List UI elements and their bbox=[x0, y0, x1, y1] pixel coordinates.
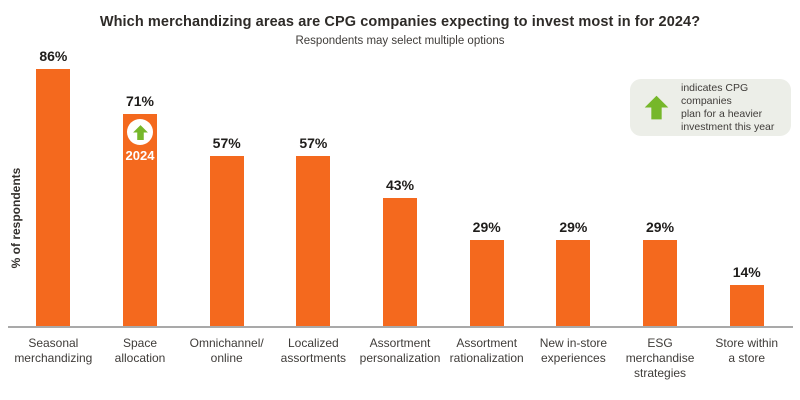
bar-value-label: 29% bbox=[646, 219, 675, 235]
up-arrow-icon bbox=[643, 94, 670, 121]
bar bbox=[729, 285, 764, 327]
bar-column: 29% bbox=[443, 219, 530, 327]
bar-column: 86% bbox=[10, 48, 97, 327]
category-label: Localized assortments bbox=[280, 336, 347, 365]
bar-value-label: 57% bbox=[299, 135, 328, 151]
bar bbox=[556, 240, 591, 327]
x-axis-line bbox=[8, 326, 793, 328]
category-label: Space allocation bbox=[114, 336, 166, 365]
bar-column: 57% bbox=[270, 135, 357, 327]
bar bbox=[469, 240, 504, 327]
bar bbox=[296, 156, 331, 327]
bar bbox=[36, 69, 71, 327]
legend-text: indicates CPG companies plan for a heavi… bbox=[681, 81, 775, 133]
bar: 2024 bbox=[123, 114, 157, 327]
bar-column: 29% bbox=[530, 219, 617, 327]
bar bbox=[383, 198, 418, 327]
bar-column: 14% bbox=[703, 264, 790, 327]
bar-value-label: 14% bbox=[732, 264, 761, 280]
category-label: Store within a store bbox=[715, 336, 779, 365]
category-label: Assortment rationalization bbox=[449, 336, 524, 365]
bar-value-label: 71% bbox=[125, 93, 155, 109]
chart-title: Which merchandizing areas are CPG compan… bbox=[99, 14, 701, 30]
bar bbox=[209, 156, 244, 327]
category-label: ESG merchandise strategies bbox=[625, 336, 695, 380]
bar-column: 71% 2024 bbox=[97, 93, 184, 327]
bar-chart: 86% 71% 2024 57% 57% 43% 29% 29% 29% 14% bbox=[10, 48, 790, 327]
up-arrow-icon bbox=[132, 124, 148, 140]
bar-column: 29% bbox=[617, 219, 704, 327]
bar-column: 57% bbox=[183, 135, 270, 327]
legend-box: indicates CPG companies plan for a heavi… bbox=[630, 79, 791, 136]
category-label: New in-store experiences bbox=[539, 336, 608, 365]
bar-value-label: 57% bbox=[212, 135, 241, 151]
badge-circle bbox=[127, 119, 153, 145]
bar-column: 43% bbox=[357, 177, 444, 327]
chart-subtitle: Respondents may select multiple options bbox=[295, 35, 505, 47]
bar-value-label: 43% bbox=[386, 177, 415, 193]
category-label: Omnichannel/ online bbox=[189, 336, 264, 365]
heavier-investment-badge: 2024 bbox=[123, 119, 157, 163]
bar-value-label: 86% bbox=[39, 48, 68, 64]
category-labels: Seasonal merchandizing Space allocation Om… bbox=[10, 336, 790, 381]
badge-year: 2024 bbox=[125, 148, 155, 163]
bar bbox=[643, 240, 678, 327]
bar-value-label: 29% bbox=[472, 219, 501, 235]
bar-value-label: 29% bbox=[559, 219, 588, 235]
category-label: Seasonal merchandizing bbox=[14, 336, 93, 365]
category-label: Assortment personalization bbox=[359, 336, 441, 365]
